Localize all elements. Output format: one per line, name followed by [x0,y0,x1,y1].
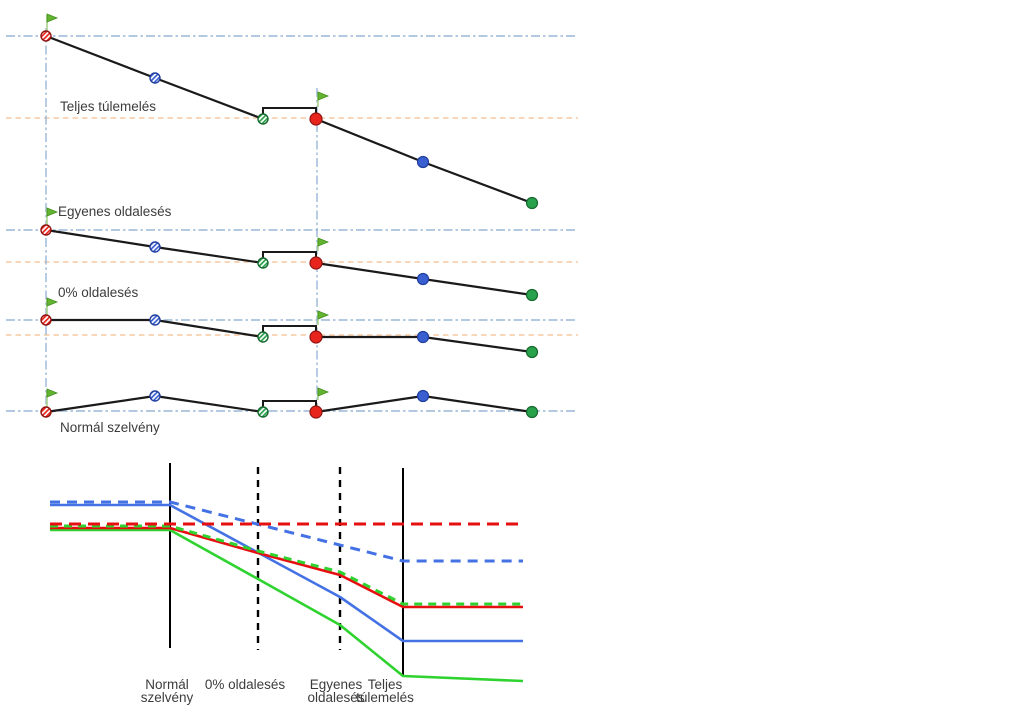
station-label-line: oldalesés [307,689,365,705]
transition-series-green-solid [50,528,524,683]
transition-series-blue-dashed [50,500,523,563]
edge-marker-blue-solid [416,155,430,169]
edge-marker-red-solid [309,405,323,419]
edge-marker-green-solid [525,405,539,419]
edge-marker-green-solid [525,345,539,359]
edge-marker-green-solid [525,196,539,210]
flag-icon [317,387,330,397]
hinge-marker-blue-hatched [149,241,161,253]
station-label-normal: Normál szelvény [140,677,194,705]
flag-icon [46,297,59,307]
hinge-marker-red-hatched [40,224,52,236]
section-label-full-superelevation: Teljes túlemelés [60,99,157,114]
edge-marker-blue-solid [416,330,430,344]
transition-series-red-solid [50,526,523,609]
edge-marker-red-solid [309,112,323,126]
hinge-marker-green-hatched [257,113,269,125]
edge-marker-red-solid [309,256,323,270]
flag-icon [46,13,59,23]
hinge-marker-green-hatched [257,257,269,269]
edge-marker-blue-solid [416,389,430,403]
station-label-full: Teljes túlemelés [356,677,414,705]
hinge-marker-red-hatched [40,314,52,326]
edge-marker-blue-solid [416,272,430,286]
hinge-marker-blue-hatched [149,72,161,84]
hinge-marker-red-hatched [40,30,52,42]
station-label-line: szelvény [140,689,194,705]
flag-icon [46,207,59,217]
hinge-marker-blue-hatched [149,390,161,402]
station-label-line: Egyenes [309,677,363,692]
hinge-marker-green-hatched [257,331,269,343]
flag-icon [317,91,330,101]
station-label-zero: 0% oldalesés [204,677,286,692]
hinge-marker-green-hatched [257,406,269,418]
curb-step-straight-crossfall [262,251,317,263]
transition-series-green-dashed [50,524,523,606]
curb-step-zero-crossfall [262,325,317,337]
edge-marker-red-solid [309,330,323,344]
section-label-zero-crossfall: 0% oldalesés [58,285,139,300]
flag-icon [317,237,330,247]
station-label-line: 0% oldalesés [204,677,286,692]
transition-series-blue-solid [50,503,523,643]
station-label-line: Normál [145,677,189,692]
hinge-marker-red-hatched [40,406,52,418]
station-label-line: Teljes [367,677,403,692]
curb-step-full-superelevation [262,107,317,119]
section-label-straight-crossfall: Egyenes oldalesés [58,204,172,219]
edge-marker-green-solid [525,288,539,302]
station-label-straight: Egyenes oldalesés [307,677,365,705]
hinge-marker-blue-hatched [149,314,161,326]
station-label-line: túlemelés [356,689,414,705]
section-label-normal-section: Normál szelvény [60,420,160,435]
flag-icon [317,310,330,320]
flag-icon [46,388,59,398]
